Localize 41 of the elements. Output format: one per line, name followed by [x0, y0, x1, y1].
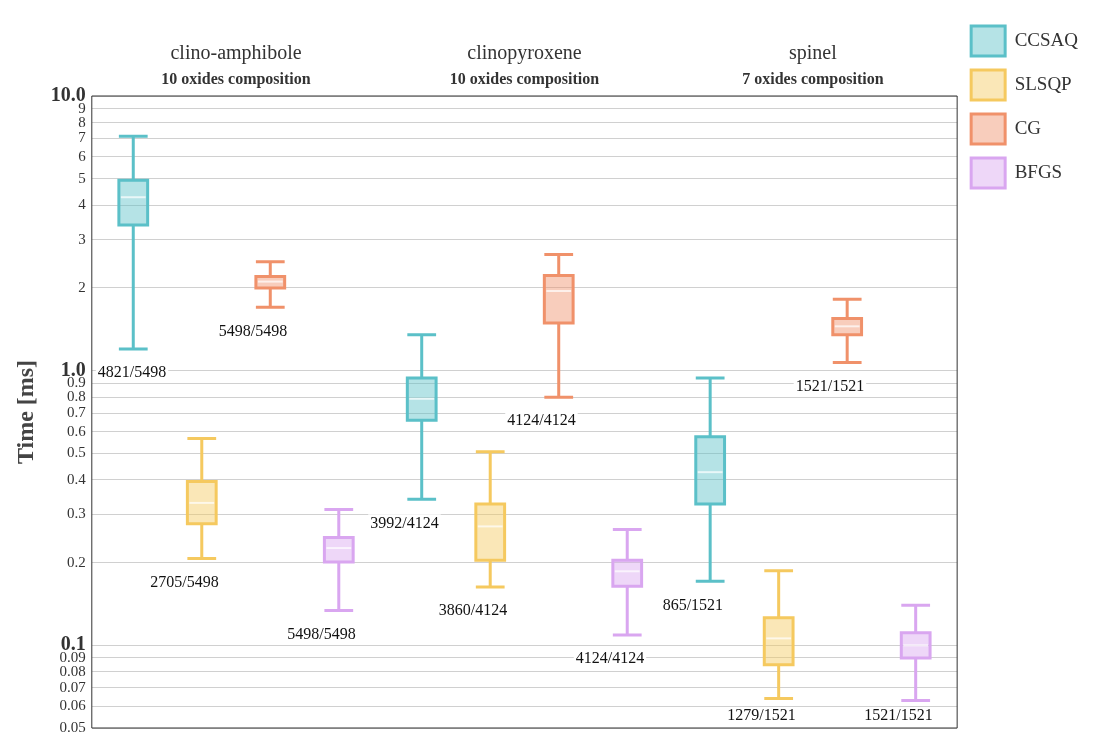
y-tick-label: 0.7	[67, 404, 87, 421]
annotation: 1521/1521	[795, 376, 865, 394]
y-axis-title: Time [ms]	[11, 359, 38, 465]
y-tick-label: 5	[78, 169, 86, 186]
text: 10 oxides composition	[161, 70, 311, 89]
legend-label: CG	[1014, 116, 1042, 138]
y-tick-label: 0.07	[59, 678, 87, 695]
y-tick-label: 0.2	[67, 553, 86, 570]
y-tick-label: 0.8	[67, 388, 86, 405]
y-tick-label: 4	[78, 196, 87, 213]
y-tick-label: 0.06	[59, 697, 87, 714]
y-tick-label: 8	[78, 113, 86, 130]
x-tick-label: clinopyroxene	[467, 41, 582, 65]
x-tick-label: clino-amphibole	[170, 41, 302, 65]
y-tick-label: 0.5	[67, 444, 86, 461]
y-tick-label: 7	[78, 129, 87, 146]
annotation: 5498/5498	[287, 624, 356, 642]
y-tick-label: 3	[78, 230, 86, 247]
annotation: 4821/5498	[97, 363, 167, 381]
y-tick-label: 0.08	[59, 662, 86, 679]
annotation: 865/1521	[662, 595, 724, 613]
annotation: 5498/5498	[218, 321, 288, 339]
y-tick-label: 0.6	[67, 422, 87, 439]
annotation: 3860/4124	[438, 601, 508, 619]
x-tick-label: spinel	[789, 41, 838, 65]
y-tick-label: 6	[78, 147, 87, 164]
annotation: 3992/4124	[370, 513, 439, 531]
text: 10 oxides composition	[449, 70, 600, 89]
y-tick-label: 2	[78, 278, 86, 295]
y-tick-label: 0.4	[67, 470, 87, 487]
y-tick-label: 0.3	[67, 505, 86, 522]
legend-label: SLSQP	[1014, 72, 1072, 94]
y-tick-label: 0.05	[59, 718, 86, 735]
annotation: 4124/4124	[575, 649, 645, 667]
annotation: 4124/4124	[507, 411, 576, 429]
annotation: 2705/5498	[150, 572, 219, 590]
legend-label: CCSAQ	[1014, 28, 1079, 50]
legend-label: BFGS	[1014, 160, 1063, 182]
annotation: 1279/1521	[727, 706, 796, 724]
text: 7 oxides composition	[742, 70, 884, 89]
annotation: 1521/1521	[864, 706, 933, 724]
